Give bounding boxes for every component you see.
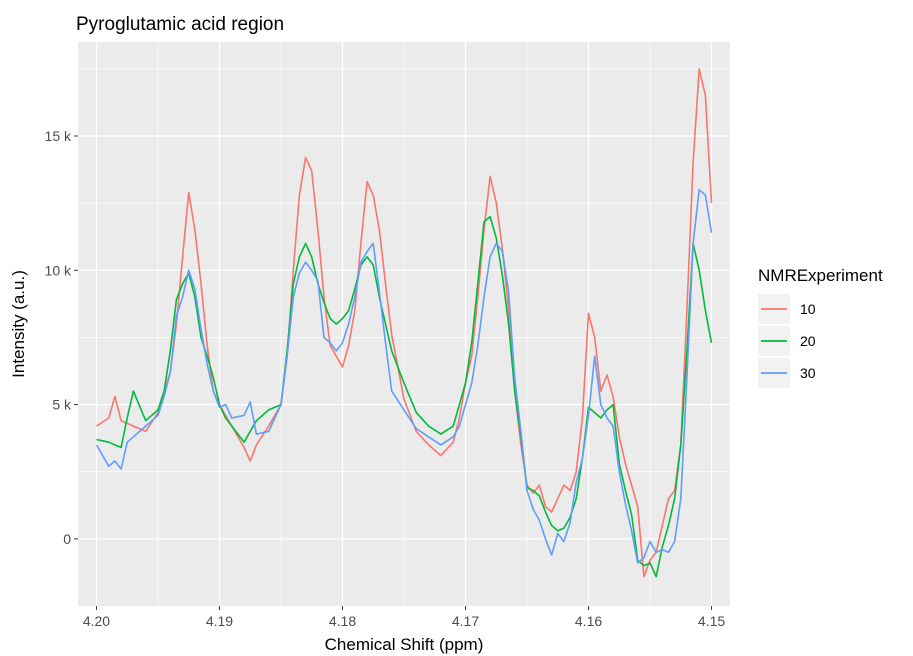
legend: NMRExperiment 10 20 30: [758, 266, 883, 388]
legend-label-30: 30: [800, 365, 816, 381]
series-line-10: [96, 68, 713, 578]
x-tick-label: 4.20: [83, 613, 110, 629]
y-tick-label: 0: [63, 531, 71, 547]
x-tick-label: 4.16: [575, 613, 602, 629]
legend-label-20: 20: [800, 333, 816, 349]
y-axis-ticks: 0 5 k 10 k 15 k: [45, 128, 78, 547]
x-tick-label: 4.19: [206, 613, 233, 629]
x-axis-ticks: 4.20 4.19 4.18 4.17 4.16 4.15: [83, 606, 725, 629]
y-tick-label: 10 k: [45, 262, 72, 278]
legend-title: NMRExperiment: [758, 266, 883, 285]
series-line-20: [96, 215, 713, 578]
x-tick-label: 4.18: [329, 613, 356, 629]
x-axis-title: Chemical Shift (ppm): [325, 635, 484, 654]
x-tick-label: 4.15: [698, 613, 725, 629]
series-line-30: [95, 188, 713, 564]
legend-label-10: 10: [800, 301, 816, 317]
chart-title: Pyroglutamic acid region: [76, 14, 284, 35]
series-lines: [95, 68, 713, 578]
x-tick-label: 4.17: [452, 613, 479, 629]
y-axis-title: Intensity (a.u.): [9, 270, 28, 378]
y-tick-label: 5 k: [52, 397, 72, 413]
y-tick-label: 15 k: [45, 128, 72, 144]
